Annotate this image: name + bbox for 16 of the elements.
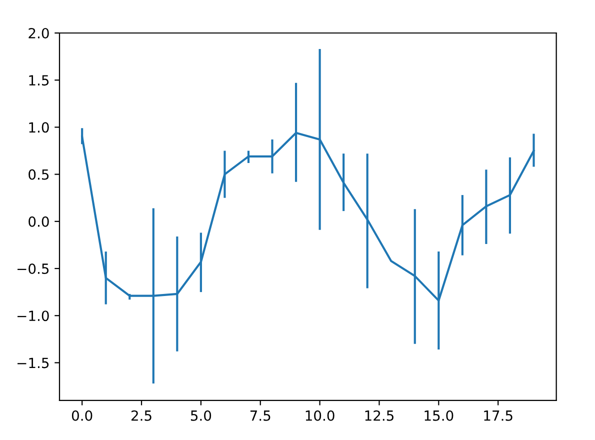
x-tick-label: 12.5 xyxy=(365,410,394,421)
x-tick-label: 17.5 xyxy=(484,410,512,421)
y-tick-label: 0.5 xyxy=(28,169,49,180)
y-tick-label: −1.5 xyxy=(18,358,49,368)
x-tick-label: 5.0 xyxy=(190,410,212,421)
x-tick-label: 0.0 xyxy=(72,410,92,421)
y-tick-label: 1.5 xyxy=(29,75,49,86)
y-tick-label: −0.5 xyxy=(18,263,49,274)
x-tick-label: 7.5 xyxy=(250,410,270,421)
x-tick-label: 2.5 xyxy=(131,410,152,421)
y-tick-label: 0.0 xyxy=(28,216,49,227)
y-tick-label: −1.0 xyxy=(18,310,49,322)
y-tick-label: 2.0 xyxy=(28,28,49,38)
x-tick-label: 10.0 xyxy=(306,410,334,421)
x-tick-label: 15.0 xyxy=(424,410,454,421)
y-tick-label: 1.0 xyxy=(29,122,49,133)
